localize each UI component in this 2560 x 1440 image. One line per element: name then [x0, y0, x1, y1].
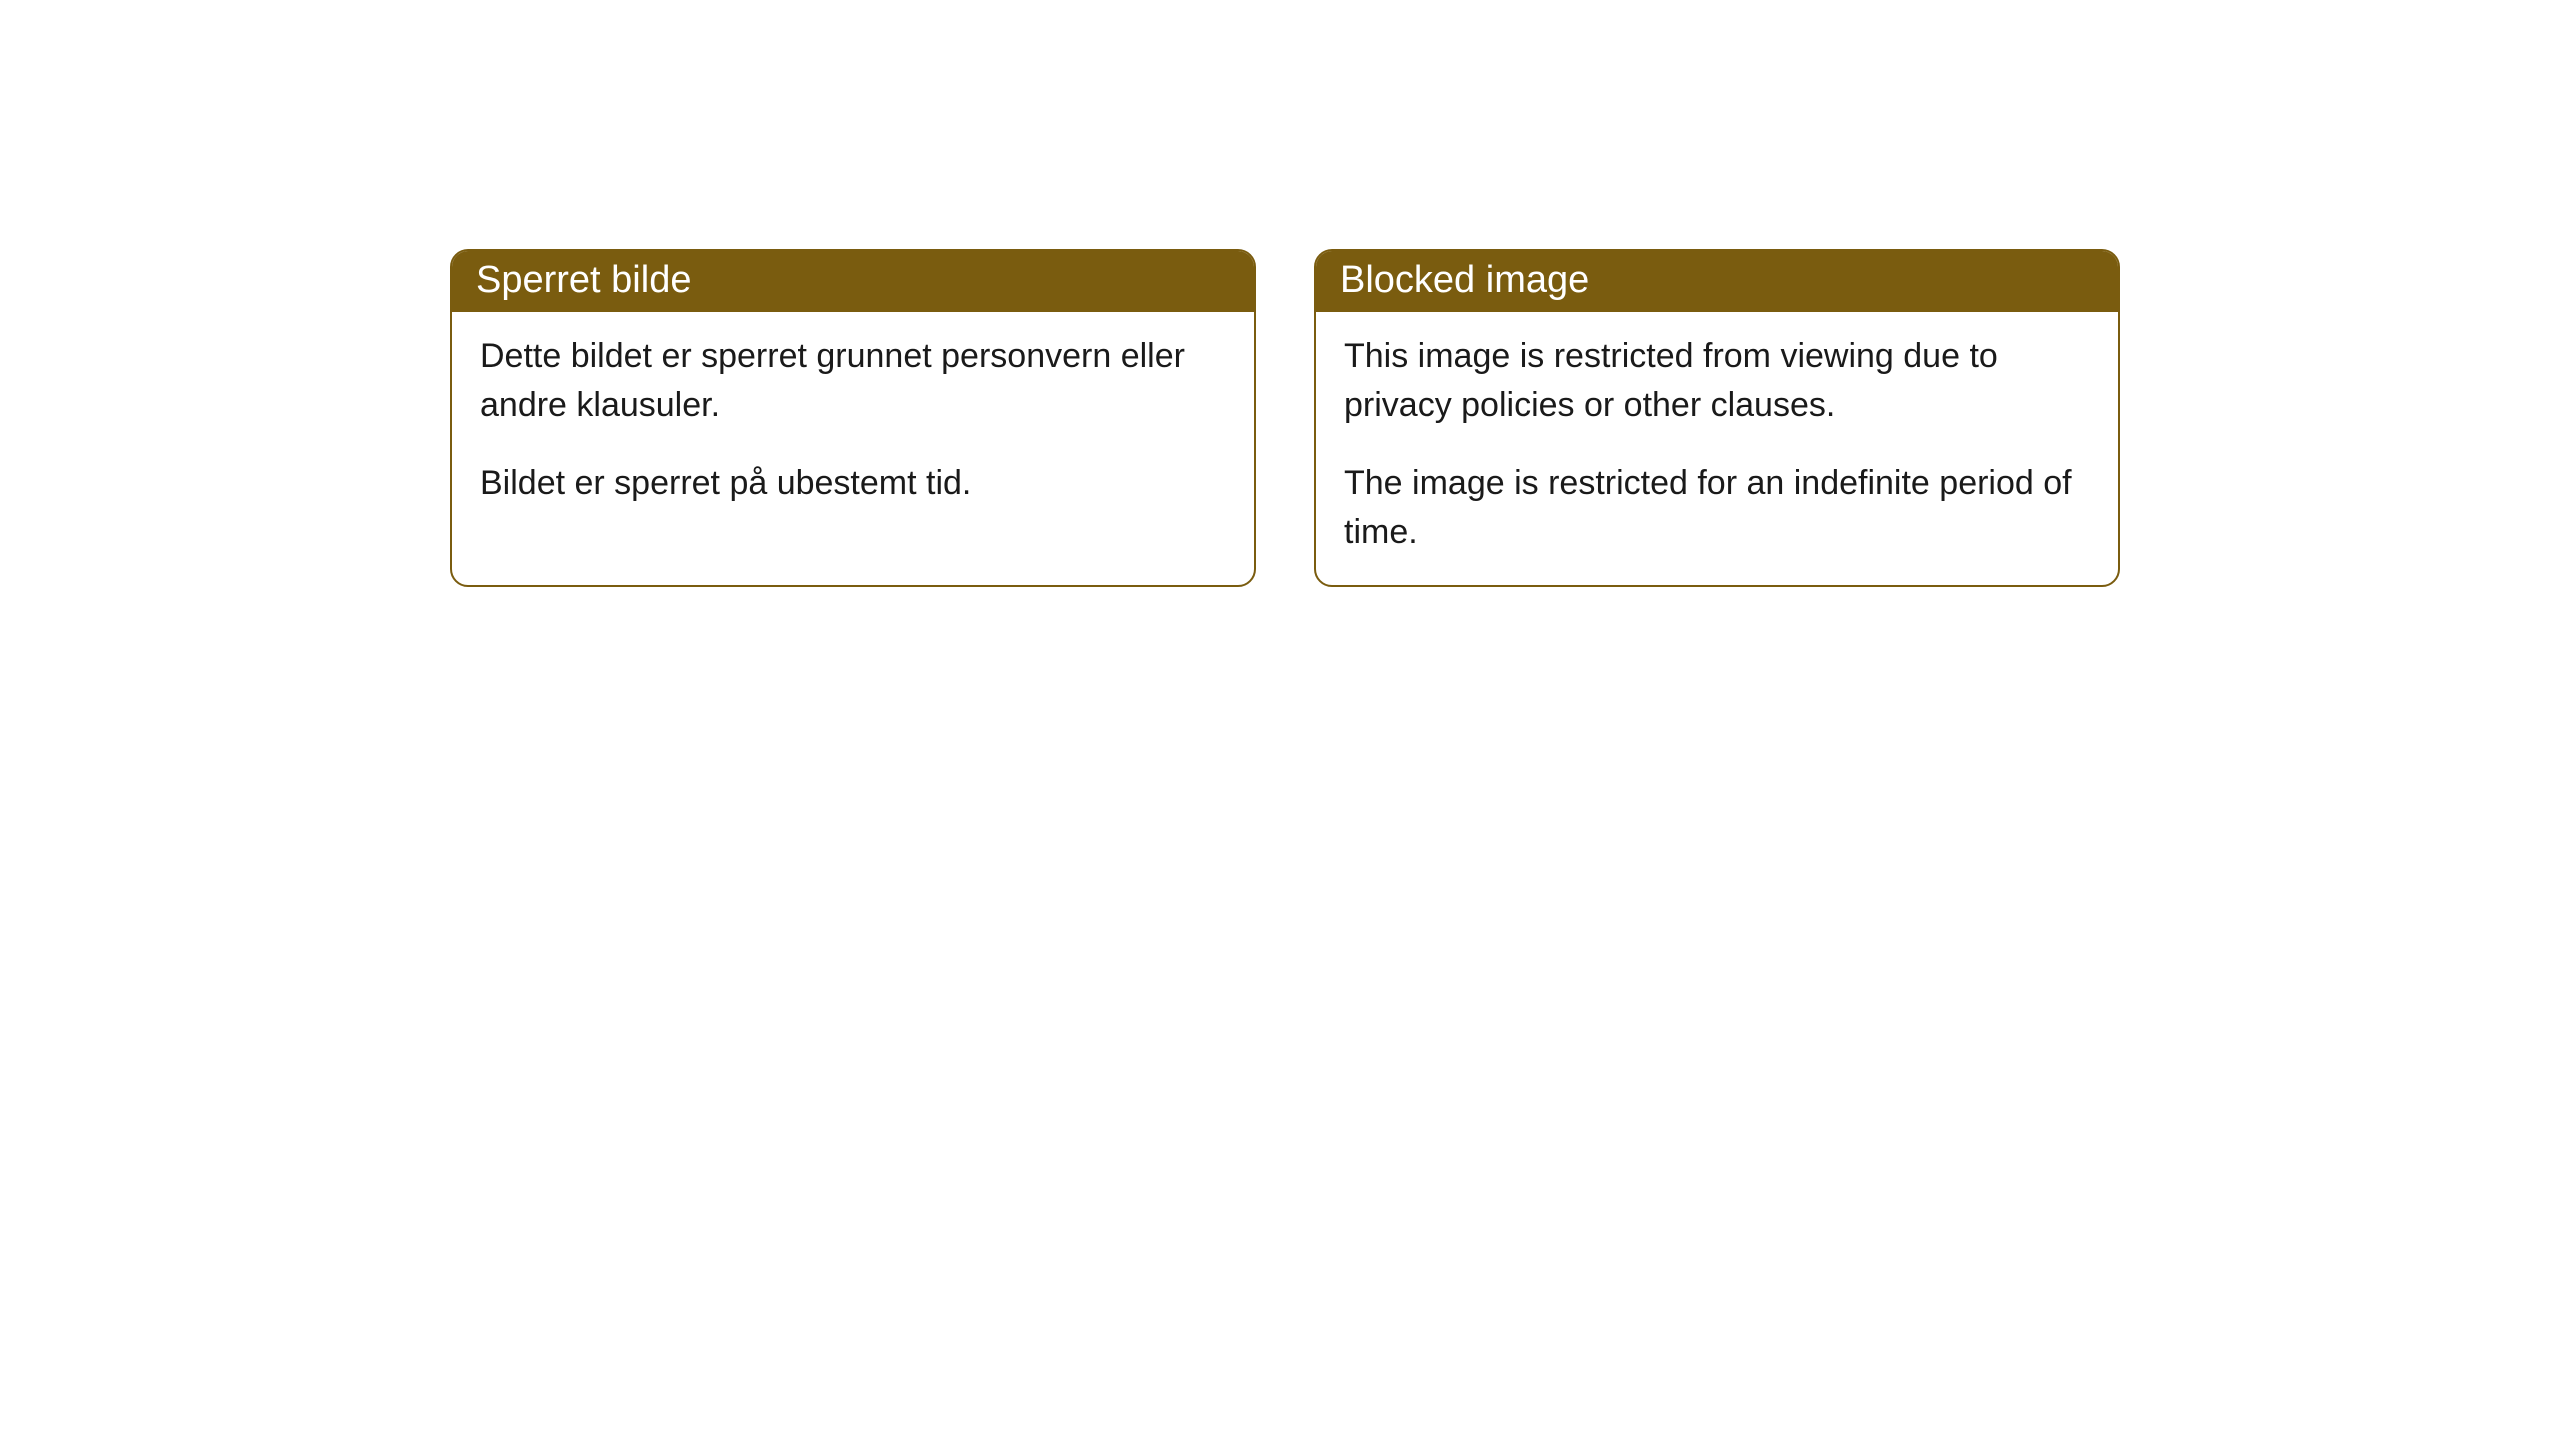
notice-card-english: Blocked image This image is restricted f… [1314, 249, 2120, 587]
notice-card-norwegian: Sperret bilde Dette bildet er sperret gr… [450, 249, 1256, 587]
card-paragraph: This image is restricted from viewing du… [1344, 332, 2090, 431]
card-header: Blocked image [1316, 251, 2118, 312]
card-paragraph: Dette bildet er sperret grunnet personve… [480, 332, 1226, 431]
card-header-title: Sperret bilde [476, 259, 691, 301]
card-header: Sperret bilde [452, 251, 1254, 312]
card-header-title: Blocked image [1340, 259, 1589, 301]
card-paragraph: Bildet er sperret på ubestemt tid. [480, 459, 1226, 508]
card-paragraph: The image is restricted for an indefinit… [1344, 459, 2090, 558]
card-body: Dette bildet er sperret grunnet personve… [452, 312, 1254, 536]
notice-cards-container: Sperret bilde Dette bildet er sperret gr… [450, 249, 2120, 587]
card-body: This image is restricted from viewing du… [1316, 312, 2118, 585]
